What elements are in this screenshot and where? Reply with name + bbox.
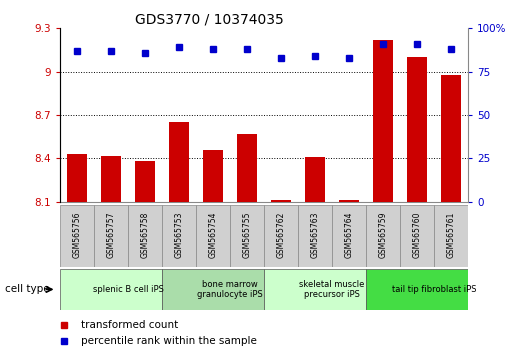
Text: skeletal muscle
precursor iPS: skeletal muscle precursor iPS bbox=[299, 280, 365, 299]
Text: GSM565756: GSM565756 bbox=[73, 212, 82, 258]
Bar bbox=[407, 57, 427, 202]
Bar bbox=[203, 150, 223, 202]
Text: GSM565759: GSM565759 bbox=[379, 212, 388, 258]
Text: GSM565757: GSM565757 bbox=[107, 212, 116, 258]
Bar bbox=[400, 205, 434, 267]
Bar bbox=[441, 75, 461, 202]
Bar bbox=[305, 157, 325, 202]
Bar bbox=[101, 155, 121, 202]
Text: splenic B cell iPS: splenic B cell iPS bbox=[93, 285, 164, 294]
Bar bbox=[373, 40, 393, 202]
Bar bbox=[67, 154, 87, 202]
Bar bbox=[366, 269, 468, 310]
Bar bbox=[264, 269, 366, 310]
Text: GSM565761: GSM565761 bbox=[447, 212, 456, 258]
Bar bbox=[162, 269, 264, 310]
Bar bbox=[60, 269, 162, 310]
Text: GSM565758: GSM565758 bbox=[141, 212, 150, 258]
Bar bbox=[298, 205, 332, 267]
Text: cell type: cell type bbox=[5, 284, 50, 295]
Bar bbox=[128, 205, 162, 267]
Bar bbox=[169, 122, 189, 202]
Bar bbox=[60, 205, 94, 267]
Text: GSM565754: GSM565754 bbox=[209, 212, 218, 258]
Bar bbox=[366, 205, 400, 267]
Bar bbox=[434, 205, 468, 267]
Text: GSM565760: GSM565760 bbox=[413, 212, 422, 258]
Bar bbox=[237, 134, 257, 202]
Text: GSM565764: GSM565764 bbox=[345, 212, 354, 258]
Text: GSM565762: GSM565762 bbox=[277, 212, 286, 258]
Bar bbox=[271, 200, 291, 202]
Bar bbox=[230, 205, 264, 267]
Text: transformed count: transformed count bbox=[81, 320, 178, 330]
Bar bbox=[339, 200, 359, 202]
Text: GSM565763: GSM565763 bbox=[311, 212, 320, 258]
Text: GSM565753: GSM565753 bbox=[175, 212, 184, 258]
Bar bbox=[162, 205, 196, 267]
Text: tail tip fibroblast iPS: tail tip fibroblast iPS bbox=[392, 285, 476, 294]
Bar bbox=[196, 205, 230, 267]
Text: percentile rank within the sample: percentile rank within the sample bbox=[81, 336, 256, 346]
Bar bbox=[94, 205, 128, 267]
Text: GDS3770 / 10374035: GDS3770 / 10374035 bbox=[135, 12, 283, 27]
Bar bbox=[332, 205, 366, 267]
Bar bbox=[264, 205, 298, 267]
Text: bone marrow
granulocyte iPS: bone marrow granulocyte iPS bbox=[197, 280, 263, 299]
Text: GSM565755: GSM565755 bbox=[243, 212, 252, 258]
Bar bbox=[135, 161, 155, 202]
